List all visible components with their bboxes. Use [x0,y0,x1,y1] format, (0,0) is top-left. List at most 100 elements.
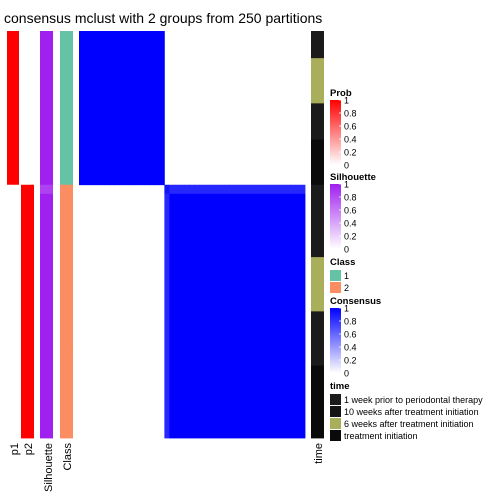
p2-cell [21,58,34,67]
consensus-cell [119,31,124,40]
consensus-cell [189,248,194,257]
consensus-cell [89,76,94,85]
consensus-cell [79,121,84,130]
consensus-cell [225,194,230,203]
consensus-cell [230,348,235,357]
consensus-cell [295,275,300,284]
p2-cell [21,348,34,357]
time-cell [311,384,324,393]
consensus-cell [179,402,184,411]
silhouette-cell [40,275,53,284]
consensus-cell [174,266,179,275]
consensus-cell [174,411,179,420]
legend-tick-label: 1 [344,96,349,106]
legend-tick-label: 0.4 [344,343,357,353]
consensus-cell [174,221,179,230]
p1-cell [7,429,19,438]
consensus-cell [104,49,109,58]
consensus-cell [179,221,184,230]
consensus-cell [285,393,290,402]
legend-tick-label: 0 [344,245,349,255]
time-cell [311,49,324,58]
consensus-cell [245,293,250,302]
consensus-cell [295,203,300,212]
legend-swatch [330,270,341,281]
p2-cell [21,393,34,402]
consensus-cell [129,121,134,130]
consensus-cell [200,420,205,429]
consensus-cell [189,302,194,311]
time-cell [311,212,324,221]
consensus-cell [255,293,260,302]
consensus-cell [210,393,215,402]
consensus-cell [195,329,200,338]
time-cell [311,339,324,348]
legend-item-label: 10 weeks after treatment initiation [344,407,479,417]
consensus-cell [250,194,255,203]
consensus-cell [195,339,200,348]
consensus-cell [275,185,280,194]
consensus-cell [290,393,295,402]
consensus-cell [300,393,305,402]
consensus-cell [295,266,300,275]
consensus-cell [169,357,174,366]
consensus-cell [290,339,295,348]
p2-cell [21,257,34,266]
class-cell [60,257,73,266]
consensus-cell [295,311,300,320]
consensus-cell [164,393,169,402]
consensus-cell [195,311,200,320]
consensus-cell [99,103,104,112]
consensus-cell [230,393,235,402]
consensus-cell [174,393,179,402]
consensus-cell [270,230,275,239]
consensus-cell [104,76,109,85]
consensus-cell [255,420,260,429]
consensus-cell [285,212,290,221]
consensus-cell [159,176,164,185]
consensus-cell [205,339,210,348]
consensus-cell [235,266,240,275]
consensus-cell [84,40,89,49]
p2-cell [21,402,34,411]
class-cell [60,67,73,76]
consensus-cell [124,76,129,85]
silhouette-cell [40,203,53,212]
p1-cell [7,67,19,76]
class-cell [60,366,73,375]
consensus-cell [195,230,200,239]
consensus-cell [89,94,94,103]
consensus-cell [189,366,194,375]
time-cell [311,275,324,284]
time-cell [311,58,324,67]
consensus-cell [215,329,220,338]
consensus-cell [179,194,184,203]
p2-cell [21,203,34,212]
consensus-cell [300,429,305,438]
consensus-cell [179,212,184,221]
consensus-cell [245,393,250,402]
consensus-cell [235,429,240,438]
silhouette-cell [40,158,53,167]
consensus-cell [189,420,194,429]
legend-swatch [330,430,341,441]
p2-cell [21,194,34,203]
p1-cell [7,366,19,375]
legend-swatch [330,282,341,293]
class-cell [60,167,73,176]
consensus-cell [220,348,225,357]
consensus-cell [104,31,109,40]
consensus-cell [215,203,220,212]
consensus-cell [159,130,164,139]
consensus-cell [200,221,205,230]
consensus-cell [215,339,220,348]
consensus-cell [195,384,200,393]
consensus-cell [164,203,169,212]
class-cell [60,384,73,393]
consensus-cell [174,203,179,212]
consensus-cell [295,339,300,348]
consensus-cell [189,194,194,203]
consensus-cell [295,221,300,230]
legend-tick-label: 0.8 [344,193,357,203]
consensus-cell [169,429,174,438]
